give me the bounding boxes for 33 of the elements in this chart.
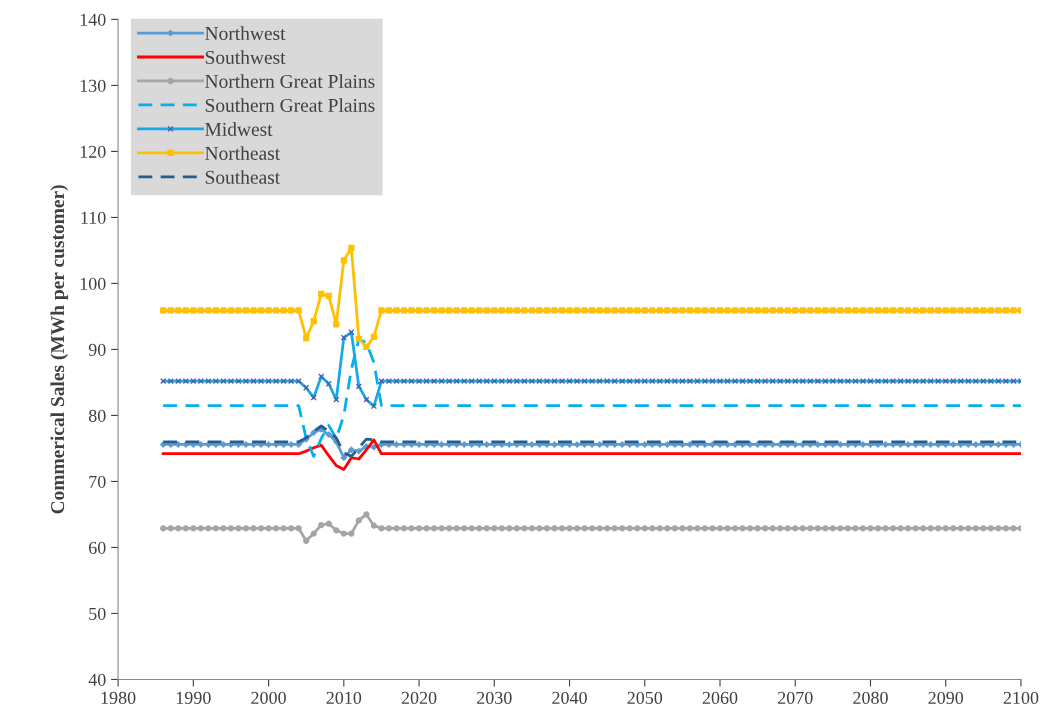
legend-label: Northwest — [205, 26, 286, 41]
x-tick-label: 1980 — [101, 691, 136, 704]
x-tick-label: 2010 — [326, 691, 362, 704]
y-tick-label: 90 — [88, 343, 106, 356]
x-tick-label: 2020 — [401, 691, 437, 704]
x-tick-label: 2000 — [251, 691, 286, 704]
y-tick-label: 140 — [80, 13, 106, 26]
y-tick-label: 50 — [89, 607, 106, 620]
legend-label: Southern Great Plains — [205, 98, 375, 112]
y-tick-label: 40 — [88, 673, 106, 686]
legend-label: Southeast — [205, 170, 281, 184]
x-tick-label: 2100 — [1003, 691, 1039, 704]
x-tick-label: 2070 — [777, 691, 813, 704]
y-tick-label: 80 — [88, 409, 106, 422]
y-tick-label: 130 — [80, 79, 106, 92]
legend-label: Midwest — [205, 122, 273, 136]
x-tick-label: 2050 — [627, 691, 663, 704]
y-tick-label: 60 — [89, 541, 106, 554]
line-series — [161, 438, 1021, 471]
y-tick-label: 120 — [80, 145, 106, 158]
x-tick-label: 2080 — [853, 691, 888, 704]
legend-label: Northeast — [205, 146, 281, 160]
x-tick-label: 1990 — [176, 691, 211, 704]
x-tick-label: 2060 — [702, 691, 738, 704]
y-axis-title: Commerical Sales (MWh per customer) — [50, 185, 69, 514]
x-tick-label: 2030 — [477, 691, 512, 704]
y-tick-label: 70 — [89, 475, 106, 488]
y-tick-label: 100 — [80, 277, 106, 290]
legend-label: Northern Great Plains — [205, 74, 375, 88]
legend-label: Southwest — [205, 50, 286, 64]
x-tick-label: 2090 — [928, 691, 964, 704]
x-tick-label: 2040 — [552, 691, 587, 704]
y-tick-label: 110 — [81, 211, 106, 224]
